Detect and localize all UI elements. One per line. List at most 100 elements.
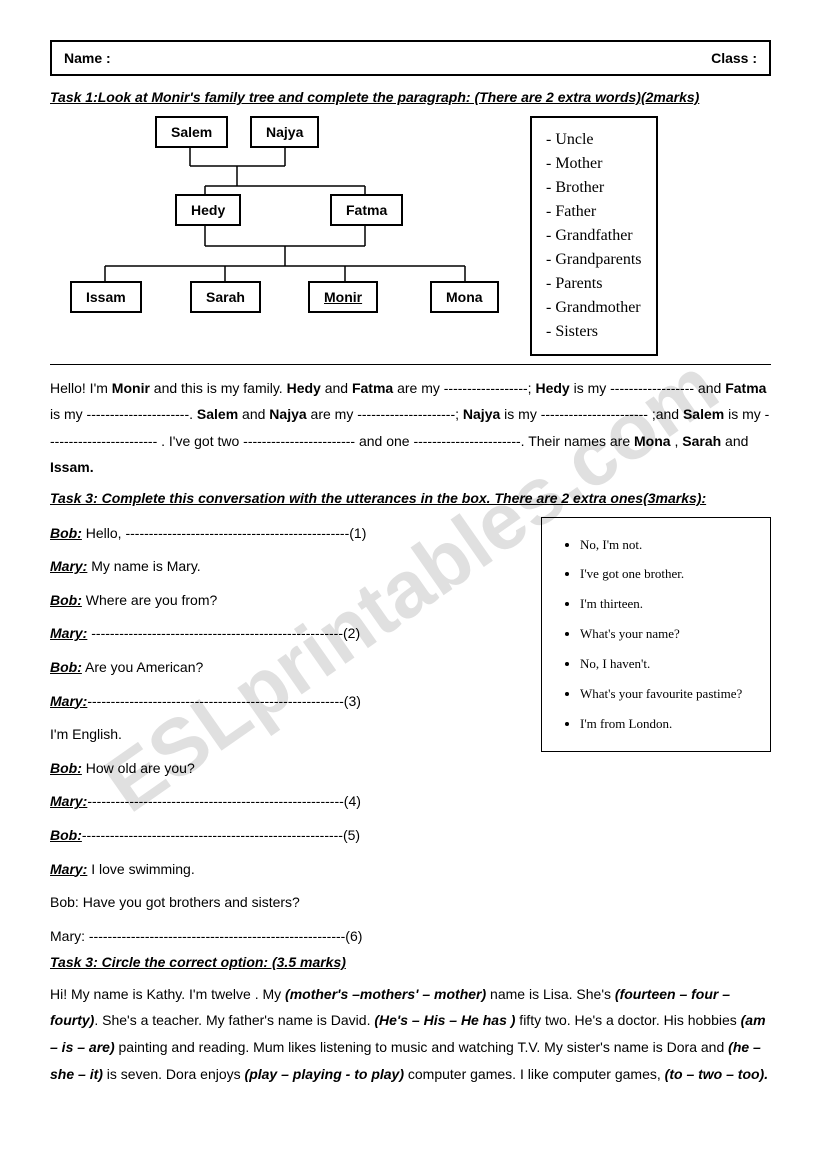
para-text: and bbox=[721, 433, 748, 449]
para-text: is my ----------------------- ;and bbox=[500, 406, 683, 422]
t3-text: fifty two. He's a doctor. His hobbies bbox=[515, 1012, 740, 1028]
t3-text: Hi! My name is Kathy. I'm twelve . My bbox=[50, 986, 285, 1002]
family-tree: Salem Najya Hedy Fatma Issam Sarah Monir… bbox=[50, 116, 510, 336]
tree-row: Salem Najya Hedy Fatma Issam Sarah Monir… bbox=[50, 116, 771, 356]
tree-node-issam: Issam bbox=[70, 281, 142, 313]
task2-title: Task 3: Complete this conversation with … bbox=[50, 489, 771, 509]
word-bank-item: - Grandmother bbox=[546, 296, 642, 320]
t3-text: name is Lisa. She's bbox=[486, 986, 615, 1002]
para-bold: Hedy bbox=[287, 380, 321, 396]
speaker: Bob: bbox=[50, 760, 82, 776]
utterances-box: No, I'm not. I've got one brother. I'm t… bbox=[541, 517, 771, 752]
line-text: Hello, ---------------------------------… bbox=[82, 525, 366, 541]
tree-node-monir: Monir bbox=[308, 281, 378, 313]
word-bank-item: - Grandparents bbox=[546, 248, 642, 272]
tree-node-sarah: Sarah bbox=[190, 281, 261, 313]
line-text: ----------------------------------------… bbox=[87, 693, 361, 709]
name-label: Name : bbox=[64, 50, 111, 66]
speaker: Mary: bbox=[50, 861, 87, 877]
conv-line: Bob: Have you got brothers and sisters? bbox=[50, 886, 521, 920]
para-bold: Fatma bbox=[725, 380, 766, 396]
conversation-lines: Bob: Hello, ----------------------------… bbox=[50, 517, 521, 954]
para-bold: Issam. bbox=[50, 459, 94, 475]
line-text: ----------------------------------------… bbox=[87, 793, 361, 809]
para-text: , bbox=[671, 433, 683, 449]
line-text: Are you American? bbox=[82, 659, 203, 675]
para-bold: Najya bbox=[269, 406, 306, 422]
para-bold: Salem bbox=[683, 406, 724, 422]
conv-line: Mary: I love swimming. bbox=[50, 853, 521, 887]
speaker: Mary: bbox=[50, 625, 87, 641]
utterance-item: I'm from London. bbox=[580, 709, 752, 739]
line-text: How old are you? bbox=[82, 760, 195, 776]
line-text: Have you got brothers and sisters? bbox=[79, 894, 300, 910]
task3-title: Task 3: Circle the correct option: (3.5 … bbox=[50, 953, 771, 973]
word-bank-item: - Uncle bbox=[546, 128, 642, 152]
line-text: My name is Mary. bbox=[87, 558, 200, 574]
word-bank-item: - Sisters bbox=[546, 320, 642, 344]
word-bank: - Uncle - Mother - Brother - Father - Gr… bbox=[530, 116, 658, 356]
utterance-item: I've got one brother. bbox=[580, 559, 752, 589]
speaker: Bob: bbox=[50, 525, 82, 541]
task1-paragraph: Hello! I'm Monir and this is my family. … bbox=[50, 375, 771, 481]
tree-node-hedy: Hedy bbox=[175, 194, 241, 226]
task3-paragraph: Hi! My name is Kathy. I'm twelve . My (m… bbox=[50, 981, 771, 1087]
para-text: are my ---------------------; bbox=[307, 406, 463, 422]
speaker: Bob: bbox=[50, 592, 82, 608]
t3-option: (mother's –mothers' – mother) bbox=[285, 986, 486, 1002]
t3-text: painting and reading. Mum likes listenin… bbox=[115, 1039, 729, 1055]
word-bank-item: - Father bbox=[546, 200, 642, 224]
speaker: Bob: bbox=[50, 827, 82, 843]
tree-node-mona: Mona bbox=[430, 281, 499, 313]
para-text: is my ----------------------. bbox=[50, 406, 197, 422]
conversation-section: Bob: Hello, ----------------------------… bbox=[50, 517, 771, 954]
page-content: Name : Class : Task 1:Look at Monir's fa… bbox=[50, 40, 771, 1087]
conv-line: Bob: Where are you from? bbox=[50, 584, 521, 618]
speaker-plain: Mary: bbox=[50, 928, 85, 944]
word-bank-item: - Grandfather bbox=[546, 224, 642, 248]
para-text: is my ------------------ and bbox=[570, 380, 726, 396]
tree-node-salem: Salem bbox=[155, 116, 228, 148]
para-text: and this is my family. bbox=[150, 380, 287, 396]
para-bold: Salem bbox=[197, 406, 238, 422]
conv-line: Bob: Are you American? bbox=[50, 651, 521, 685]
conv-line: Bob: How old are you? bbox=[50, 752, 521, 786]
line-text: ----------------------------------------… bbox=[85, 928, 362, 944]
para-bold: Mona bbox=[634, 433, 671, 449]
t3-text: is seven. Dora enjoys bbox=[103, 1066, 245, 1082]
para-text: are my ------------------; bbox=[393, 380, 535, 396]
para-bold: Hedy bbox=[535, 380, 569, 396]
speaker: Mary: bbox=[50, 793, 87, 809]
conv-line: Mary:-----------------------------------… bbox=[50, 785, 521, 819]
conv-line: Mary: ----------------------------------… bbox=[50, 617, 521, 651]
t3-option: (to – two – too). bbox=[665, 1066, 768, 1082]
word-bank-item: - Parents bbox=[546, 272, 642, 296]
t3-option: (play – playing - to play) bbox=[245, 1066, 404, 1082]
conv-line: Bob:------------------------------------… bbox=[50, 819, 521, 853]
conv-line: Mary: My name is Mary. bbox=[50, 550, 521, 584]
t3-text: . She's a teacher. My father's name is D… bbox=[94, 1012, 374, 1028]
utterance-item: What's your name? bbox=[580, 619, 752, 649]
para-bold: Sarah bbox=[682, 433, 721, 449]
header-box: Name : Class : bbox=[50, 40, 771, 76]
speaker-plain: Bob: bbox=[50, 894, 79, 910]
word-bank-item: - Brother bbox=[546, 176, 642, 200]
t3-option: (He's – His – He has ) bbox=[374, 1012, 515, 1028]
line-text: I love swimming. bbox=[87, 861, 194, 877]
tree-node-fatma: Fatma bbox=[330, 194, 403, 226]
word-bank-item: - Mother bbox=[546, 152, 642, 176]
line-text: ----------------------------------------… bbox=[87, 625, 360, 641]
conv-line: Mary:-----------------------------------… bbox=[50, 685, 521, 719]
t3-text: computer games. I like computer games, bbox=[404, 1066, 665, 1082]
line-text: I'm English. bbox=[50, 726, 122, 742]
para-text: and bbox=[321, 380, 352, 396]
line-text: Where are you from? bbox=[82, 592, 217, 608]
para-bold: Najya bbox=[463, 406, 500, 422]
tree-node-najya: Najya bbox=[250, 116, 319, 148]
speaker: Bob: bbox=[50, 659, 82, 675]
para-bold: Fatma bbox=[352, 380, 393, 396]
para-text: and bbox=[238, 406, 269, 422]
utterance-item: What's your favourite pastime? bbox=[580, 679, 752, 709]
conv-line: Bob: Hello, ----------------------------… bbox=[50, 517, 521, 551]
speaker: Mary: bbox=[50, 693, 87, 709]
